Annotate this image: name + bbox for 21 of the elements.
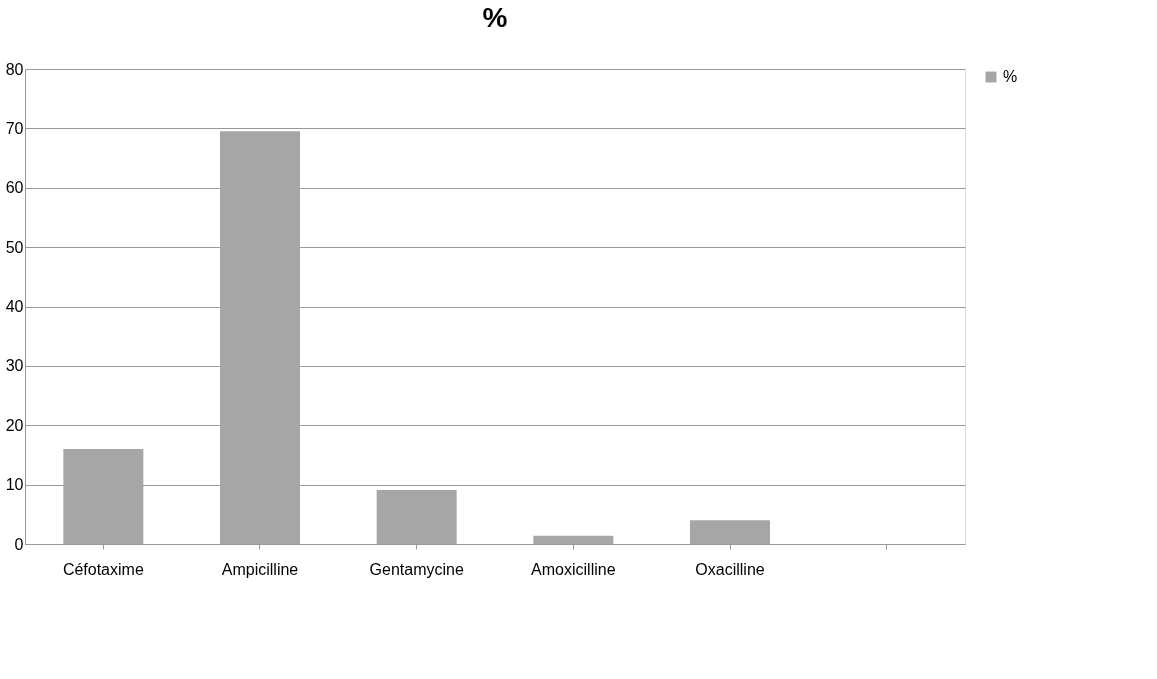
y-tick-label: 50 — [5, 238, 24, 256]
y-tick-label: 70 — [5, 119, 24, 137]
x-tick-label: Ampicilline — [221, 560, 299, 578]
bar — [376, 489, 457, 544]
bar — [690, 520, 770, 544]
bar — [533, 535, 614, 544]
legend-label: % — [1003, 68, 1018, 85]
y-tick-label: 0 — [14, 535, 24, 553]
x-tick-label: Céfotaxime — [62, 560, 144, 578]
y-tick-label: 80 — [5, 60, 24, 78]
chart-title: % — [482, 2, 508, 33]
y-tick-label: 40 — [5, 298, 24, 315]
bar — [63, 449, 144, 544]
bar — [220, 131, 300, 544]
y-tick-label: 20 — [5, 416, 24, 434]
y-tick-label: 60 — [5, 179, 24, 197]
x-tick-label: Amoxicilline — [531, 560, 616, 578]
x-tick-label: Gentamycine — [369, 560, 464, 578]
y-tick-label: 10 — [5, 476, 24, 494]
y-tick-label: 30 — [5, 357, 24, 375]
x-tick-label: Oxacilline — [695, 560, 765, 578]
